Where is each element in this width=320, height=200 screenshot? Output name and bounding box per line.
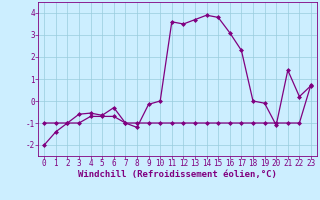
X-axis label: Windchill (Refroidissement éolien,°C): Windchill (Refroidissement éolien,°C) <box>78 170 277 179</box>
